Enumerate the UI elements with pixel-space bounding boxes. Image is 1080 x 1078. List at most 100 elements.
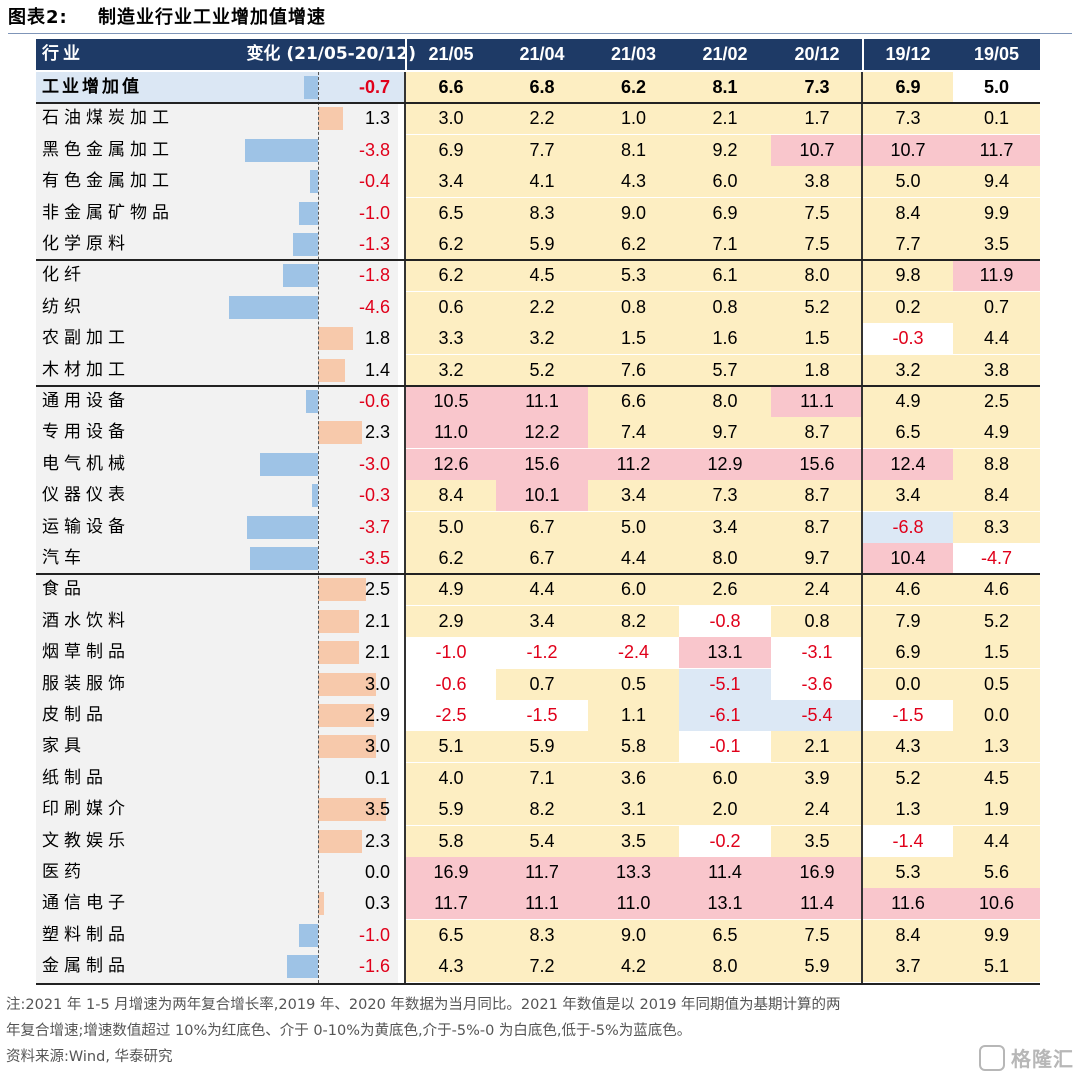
value-cell: 7.9 bbox=[863, 605, 953, 637]
value-cell: 8.3 bbox=[496, 197, 588, 229]
industry-name: 烟草制品 bbox=[42, 642, 130, 663]
change-bar-negative bbox=[246, 515, 318, 539]
value-cell: 3.7 bbox=[863, 951, 953, 983]
footnote: 注:2021 年 1-5 月增速为两年复合增长率,2019 年、2020 年数据… bbox=[6, 992, 1074, 1070]
change-value: 1.3 bbox=[364, 108, 390, 129]
value-cell: 3.9 bbox=[771, 762, 863, 794]
value-cell: -1.2 bbox=[496, 637, 588, 669]
header-period: 21/04 bbox=[519, 44, 565, 64]
value-cell: 5.2 bbox=[771, 291, 863, 323]
value-cell: 6.7 bbox=[496, 543, 588, 574]
industry-name: 木材加工 bbox=[42, 359, 130, 380]
figure-title-text: 制造业行业工业增加值增速 bbox=[98, 7, 326, 28]
industry-name: 汽车 bbox=[42, 548, 86, 568]
change-value: 2.3 bbox=[364, 830, 390, 851]
value-cell: 9.9 bbox=[953, 919, 1040, 951]
value-cell: 1.8 bbox=[771, 354, 863, 386]
change-value: 2.5 bbox=[364, 579, 390, 600]
value-cell: 5.1 bbox=[953, 951, 1040, 983]
industry-name: 通信电子 bbox=[42, 893, 130, 914]
value-cell: -1.4 bbox=[863, 825, 953, 857]
industry-name: 金属制品 bbox=[42, 956, 130, 977]
table-row: 化学原料 -1.3 6.2 5.9 6.2 7.1 7.5 7.7 3.5 bbox=[36, 229, 1040, 260]
value-cell: 8.3 bbox=[496, 919, 588, 951]
value-cell: 5.6 bbox=[953, 857, 1040, 888]
value-cell: 11.1 bbox=[496, 888, 588, 920]
header-period: 19/12 bbox=[885, 44, 931, 64]
change-bar-negative bbox=[244, 138, 318, 162]
value-cell: 2.5 bbox=[953, 386, 1040, 417]
value-cell: 8.2 bbox=[588, 605, 679, 637]
change-bar-negative bbox=[312, 484, 318, 508]
value-cell: 5.0 bbox=[406, 511, 496, 543]
value-cell: -0.2 bbox=[679, 825, 771, 857]
value-cell: 6.2 bbox=[406, 229, 496, 260]
value-cell: 7.1 bbox=[679, 229, 771, 260]
value-cell: 10.1 bbox=[496, 480, 588, 512]
change-value: 3.0 bbox=[364, 736, 390, 757]
header-industry: 行业 bbox=[42, 44, 84, 64]
change-bar-positive bbox=[318, 421, 363, 445]
value-cell: 11.2 bbox=[588, 448, 679, 480]
change-value: -0.4 bbox=[358, 171, 390, 192]
value-cell: 6.9 bbox=[406, 134, 496, 166]
value-cell: -5.4 bbox=[771, 700, 863, 731]
value-cell: 5.9 bbox=[496, 229, 588, 260]
industry-name: 医药 bbox=[42, 862, 86, 882]
value-cell: 11.0 bbox=[406, 417, 496, 449]
value-cell: 12.4 bbox=[863, 448, 953, 480]
value-cell: 6.0 bbox=[588, 574, 679, 606]
value-cell: 6.5 bbox=[863, 417, 953, 449]
change-value: 2.9 bbox=[364, 705, 390, 725]
value-cell: 0.5 bbox=[953, 668, 1040, 700]
value-cell: 8.1 bbox=[679, 72, 771, 103]
value-cell: -2.4 bbox=[588, 637, 679, 669]
value-cell: 4.9 bbox=[863, 386, 953, 417]
value-cell: 7.6 bbox=[588, 354, 679, 386]
value-cell: 11.4 bbox=[771, 888, 863, 920]
change-bar-positive bbox=[318, 641, 359, 665]
value-cell: 8.3 bbox=[953, 511, 1040, 543]
header-period: 19/05 bbox=[973, 44, 1020, 64]
industry-name: 文教娱乐 bbox=[42, 830, 130, 851]
table-row: 皮制品 2.9 -2.5 -1.5 1.1 -6.1 -5.4 -1.5 0.0 bbox=[36, 700, 1040, 731]
value-cell: 7.4 bbox=[588, 417, 679, 449]
value-cell: 8.0 bbox=[679, 951, 771, 983]
table-row: 通用设备 -0.6 10.5 11.1 6.6 8.0 11.1 4.9 2.5 bbox=[36, 386, 1040, 417]
value-cell: -6.8 bbox=[863, 511, 953, 543]
value-cell: 1.3 bbox=[863, 794, 953, 826]
value-cell: 5.3 bbox=[588, 260, 679, 292]
change-bar-negative bbox=[283, 264, 318, 288]
table-row: 文教娱乐 2.3 5.8 5.4 3.5 -0.2 3.5 -1.4 4.4 bbox=[36, 825, 1040, 857]
value-cell: 8.4 bbox=[863, 919, 953, 951]
column-divider bbox=[404, 72, 406, 983]
value-cell: 3.2 bbox=[496, 323, 588, 355]
value-cell: 1.5 bbox=[953, 637, 1040, 669]
value-cell: 3.4 bbox=[406, 166, 496, 198]
value-cell: 12.9 bbox=[679, 448, 771, 480]
change-value: -1.8 bbox=[358, 265, 390, 286]
change-value: 3.5 bbox=[364, 799, 390, 820]
header-period: 21/05 bbox=[428, 44, 474, 64]
value-cell: 6.0 bbox=[679, 166, 771, 198]
value-cell: 5.8 bbox=[406, 825, 496, 857]
value-cell: 6.5 bbox=[406, 197, 496, 229]
value-cell: 5.8 bbox=[588, 731, 679, 763]
value-cell: 4.5 bbox=[496, 260, 588, 292]
change-bar-positive bbox=[318, 735, 376, 759]
value-cell: 7.5 bbox=[771, 197, 863, 229]
change-bar-negative bbox=[260, 452, 318, 476]
industry-name: 皮制品 bbox=[42, 705, 108, 725]
table-row: 有色金属加工 -0.4 3.4 4.1 4.3 6.0 3.8 5.0 9.4 bbox=[36, 166, 1040, 198]
value-cell: 6.5 bbox=[679, 919, 771, 951]
industry-name: 有色金属加工 bbox=[42, 171, 174, 192]
value-cell: 4.6 bbox=[863, 574, 953, 606]
change-value: 0.1 bbox=[364, 767, 390, 788]
value-cell: 5.0 bbox=[588, 511, 679, 543]
change-bar-positive bbox=[318, 829, 363, 853]
value-cell: 0.2 bbox=[863, 291, 953, 323]
value-cell: 10.7 bbox=[771, 134, 863, 166]
change-value: 0.0 bbox=[364, 862, 390, 882]
change-value: -1.0 bbox=[358, 202, 390, 223]
industry-name: 印刷媒介 bbox=[42, 799, 130, 820]
